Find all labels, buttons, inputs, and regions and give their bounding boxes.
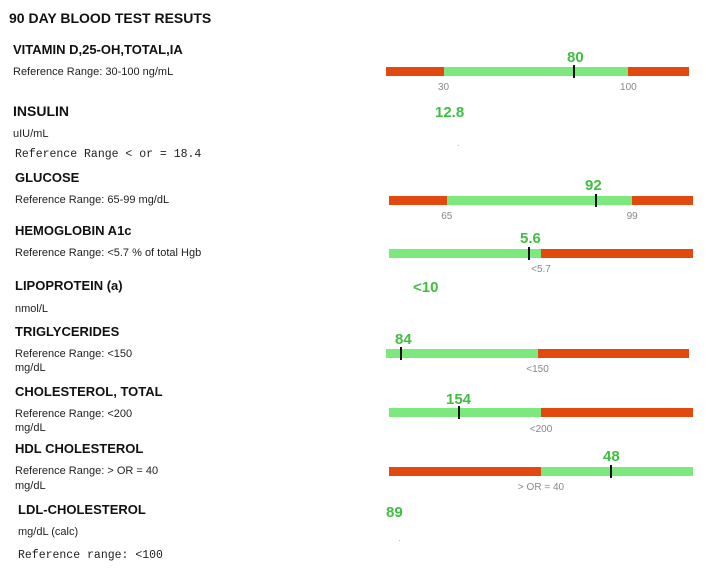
- test-result-value: 5.6: [520, 230, 541, 247]
- range-bar: [386, 65, 689, 78]
- range-tick-label: 100: [620, 82, 637, 93]
- range-tick-label: <5.7: [531, 264, 551, 275]
- result-marker: [594, 194, 597, 207]
- page-title: 90 DAY BLOOD TEST RESUTS: [9, 10, 212, 26]
- result-marker: [572, 65, 575, 78]
- test-name: HDL CHOLESTEROL: [15, 441, 144, 456]
- test-reference-text: mg/dL: [15, 362, 46, 374]
- out-of-range-segment: [386, 67, 444, 76]
- range-bar: [386, 347, 689, 360]
- result-marker: [527, 247, 530, 260]
- test-result-value: 48: [603, 448, 620, 465]
- test-reference-text: mg/dL: [15, 422, 46, 434]
- range-tick-label: 30: [438, 82, 450, 93]
- range-tick-label: 65: [441, 211, 453, 222]
- in-range-segment: [389, 249, 541, 258]
- test-result-value: 84: [395, 331, 412, 348]
- test-name: CHOLESTEROL, TOTAL: [15, 384, 163, 399]
- test-reference-range: Reference range: <100: [18, 549, 163, 562]
- out-of-range-segment: [541, 408, 693, 417]
- test-name: LDL-CHOLESTEROL: [18, 502, 146, 517]
- in-range-segment: [386, 349, 538, 358]
- test-reference-text: nmol/L: [15, 303, 49, 315]
- test-reference-text: uIU/mL: [13, 128, 49, 140]
- in-range-segment: [389, 408, 541, 417]
- in-range-segment: [446, 196, 633, 205]
- range-tick-label: 99: [626, 211, 638, 222]
- test-result-value: 92: [585, 177, 602, 194]
- test-reference-text: Reference Range: > OR = 40: [15, 465, 159, 477]
- out-of-range-segment: [628, 67, 689, 76]
- test-name: TRIGLYCERIDES: [15, 324, 120, 339]
- test-reference-text: Reference Range: <5.7 % of total Hgb: [15, 247, 202, 259]
- test-result-value: <10: [413, 279, 439, 296]
- range-tick-label: <150: [526, 364, 549, 375]
- in-range-segment: [541, 467, 693, 476]
- range-bar: [389, 465, 693, 478]
- result-marker: [400, 347, 403, 360]
- out-of-range-segment: [389, 467, 541, 476]
- test-name: VITAMIN D,25-OH,TOTAL,IA: [13, 42, 183, 57]
- range-bar: [389, 247, 693, 260]
- range-tick-label: > OR = 40: [517, 482, 565, 493]
- test-result-value: 89: [386, 504, 403, 521]
- test-result-value: 154: [446, 391, 472, 408]
- result-marker: [457, 406, 460, 419]
- test-reference-text: mg/dL (calc): [18, 526, 79, 538]
- range-tick-label: <200: [529, 424, 553, 435]
- test-reference-text: mg/dL: [15, 480, 46, 492]
- test-name: GLUCOSE: [15, 170, 80, 185]
- placeholder-dot: [458, 145, 459, 146]
- range-bar: [389, 194, 693, 207]
- placeholder-dot: [399, 540, 400, 541]
- out-of-range-segment: [541, 249, 693, 258]
- range-bar: [389, 406, 693, 419]
- test-reference-range: Reference Range < or = 18.4: [15, 148, 202, 161]
- test-reference-text: Reference Range: 30-100 ng/mL: [13, 66, 174, 78]
- test-name: INSULIN: [13, 103, 69, 119]
- out-of-range-segment: [632, 196, 693, 205]
- test-reference-text: Reference Range: <150: [15, 348, 133, 360]
- out-of-range-segment: [389, 196, 447, 205]
- result-marker: [609, 465, 612, 478]
- test-result-value: 80: [567, 49, 584, 66]
- test-name: HEMOGLOBIN A1c: [15, 223, 132, 238]
- test-name: LIPOPROTEIN (a): [15, 278, 123, 293]
- in-range-segment: [443, 67, 629, 76]
- test-reference-text: Reference Range: <200: [15, 408, 133, 420]
- test-result-value: 12.8: [435, 104, 465, 121]
- test-reference-text: Reference Range: 65-99 mg/dL: [15, 194, 170, 206]
- out-of-range-segment: [537, 349, 689, 358]
